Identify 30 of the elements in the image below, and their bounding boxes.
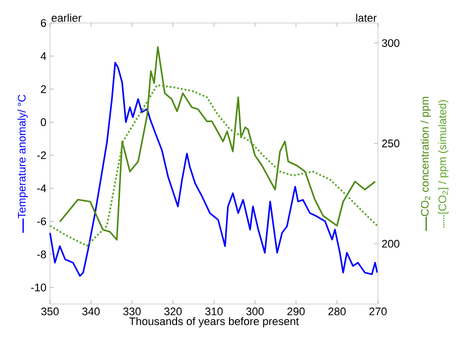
x-tick-label: 350 bbox=[41, 308, 59, 316]
x-tick-label: 270 bbox=[369, 308, 387, 316]
text: later bbox=[356, 14, 377, 22]
line-series bbox=[59, 46, 376, 241]
y2-tick-label: 250 bbox=[382, 140, 400, 148]
x-tick-label: 320 bbox=[164, 308, 182, 316]
y-tick-label: 0 bbox=[40, 118, 46, 126]
x-tick-label: 280 bbox=[328, 308, 346, 316]
y-tick-label: -8 bbox=[37, 250, 46, 258]
x-axis-title: Thousands of years before present bbox=[129, 317, 299, 328]
x-tick-label: 330 bbox=[123, 308, 141, 316]
y-tick-label: -6 bbox=[37, 217, 46, 226]
x-tick-label: 290 bbox=[287, 308, 305, 316]
line-series bbox=[49, 84, 378, 247]
line-series bbox=[49, 62, 378, 277]
y-axis-title: Temperature anomaly/ °C bbox=[18, 94, 28, 218]
y-tick-label: 2 bbox=[40, 85, 46, 93]
text: [CO$_{2}$] / ppm (simulated) bbox=[438, 100, 448, 214]
x-tick-label: 310 bbox=[205, 308, 223, 316]
y2-axis-title: CO$_{2}$ concentration / ppm bbox=[420, 96, 431, 216]
x-tick-label: 300 bbox=[246, 308, 264, 316]
text: earlier bbox=[52, 14, 82, 22]
y-tick-label: 6 bbox=[40, 19, 46, 27]
x-tick-label: 340 bbox=[82, 308, 100, 316]
y-tick-label: -4 bbox=[37, 184, 46, 192]
y-tick-label: -10 bbox=[31, 284, 46, 292]
y2-tick-label: 200 bbox=[382, 240, 400, 248]
y-tick-label: -2 bbox=[37, 151, 46, 160]
y2-tick-label: 300 bbox=[382, 39, 400, 47]
y-tick-label: 4 bbox=[40, 52, 46, 60]
